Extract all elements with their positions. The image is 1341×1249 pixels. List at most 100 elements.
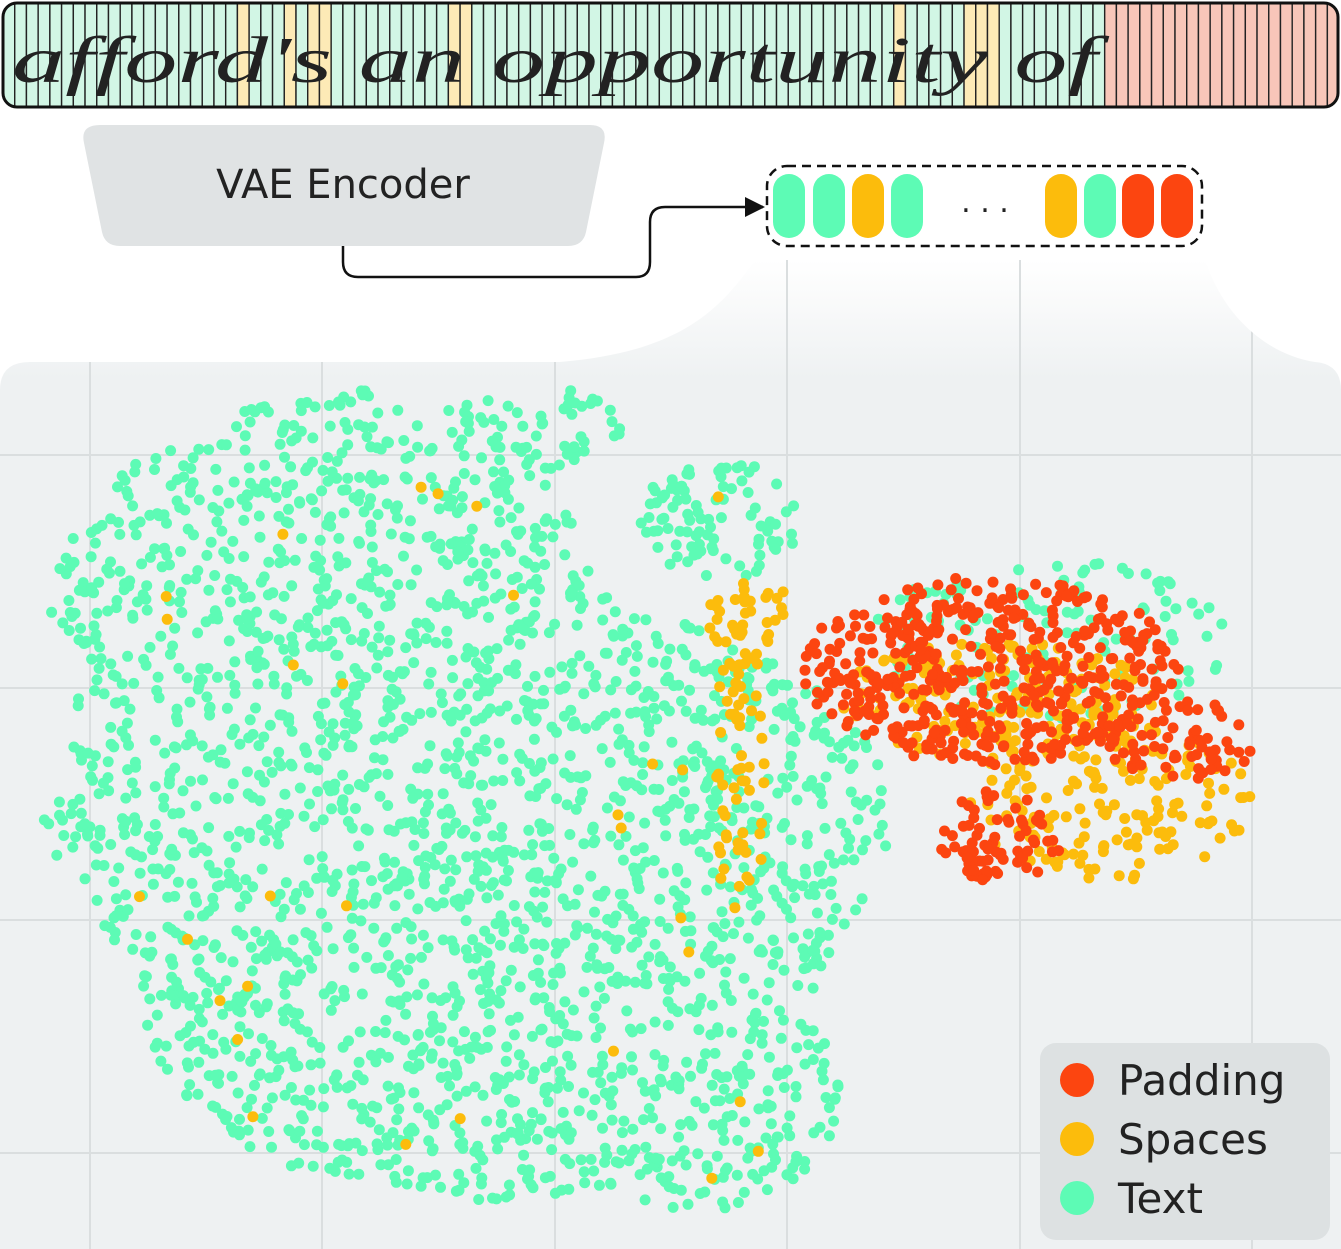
point [122, 904, 134, 916]
point [639, 1194, 651, 1206]
point [712, 491, 724, 503]
point [745, 884, 757, 895]
point [965, 640, 977, 652]
point [145, 931, 157, 943]
point [738, 578, 749, 590]
point [580, 723, 592, 734]
point [327, 718, 339, 730]
point [203, 822, 215, 834]
point [347, 886, 359, 898]
point [305, 1059, 317, 1071]
point [518, 624, 530, 635]
point [590, 1000, 602, 1012]
point [1219, 765, 1231, 777]
point [1051, 665, 1062, 677]
point [876, 819, 888, 831]
point [110, 697, 121, 709]
point [664, 558, 676, 570]
point [720, 966, 732, 978]
point [887, 723, 899, 735]
point [1129, 665, 1141, 677]
point [720, 1165, 731, 1176]
point [476, 452, 487, 464]
point [1094, 642, 1106, 654]
point [879, 621, 891, 633]
legend-label: Spaces [1118, 1115, 1268, 1164]
point [294, 1125, 306, 1137]
point [354, 537, 365, 549]
strip-cell [1221, 3, 1235, 107]
point [761, 632, 773, 644]
point [682, 1198, 694, 1210]
point [703, 513, 715, 525]
point [216, 525, 228, 537]
point [144, 993, 156, 1005]
point [374, 790, 386, 802]
point [661, 655, 673, 667]
point [1120, 826, 1132, 838]
point [1020, 770, 1032, 782]
point [754, 549, 766, 561]
point [650, 630, 662, 642]
point [772, 946, 784, 958]
point [813, 866, 825, 877]
point [193, 1003, 205, 1015]
point [430, 637, 442, 648]
point [439, 863, 451, 875]
point [227, 778, 239, 790]
point [203, 859, 215, 871]
point [380, 932, 392, 944]
point [561, 448, 573, 460]
point [683, 464, 695, 476]
point [724, 953, 736, 965]
point [844, 677, 856, 689]
point [408, 657, 420, 669]
point [1008, 612, 1020, 624]
point [720, 636, 732, 648]
point [215, 744, 227, 756]
point [675, 912, 687, 924]
point [902, 623, 914, 635]
point [940, 747, 952, 759]
point [799, 1163, 811, 1175]
point [181, 573, 193, 585]
point [894, 594, 906, 606]
point [605, 830, 617, 842]
point [202, 997, 214, 1009]
point [103, 567, 115, 579]
point [1203, 777, 1214, 789]
point [529, 886, 541, 898]
point [246, 1093, 257, 1105]
point [1015, 645, 1026, 657]
point [867, 647, 879, 659]
point [812, 686, 823, 698]
point [488, 414, 500, 425]
point [314, 534, 326, 546]
point [631, 650, 643, 662]
point [421, 1172, 433, 1184]
strip-cell [1115, 3, 1129, 107]
point [433, 844, 445, 855]
point [535, 545, 547, 557]
point [728, 782, 740, 794]
point [682, 508, 694, 520]
point [285, 461, 297, 473]
point [326, 981, 338, 992]
point [797, 880, 809, 892]
point [502, 664, 514, 676]
point [710, 600, 722, 612]
point [312, 710, 324, 722]
point [553, 868, 565, 880]
point [373, 1124, 385, 1136]
point [241, 609, 253, 621]
point [882, 673, 894, 685]
point [286, 725, 298, 737]
point [524, 470, 536, 482]
point [551, 938, 562, 949]
point [626, 941, 638, 953]
point [662, 1019, 674, 1031]
point [573, 580, 585, 591]
strip-cell [1197, 3, 1211, 107]
point [1067, 637, 1079, 649]
point [585, 1153, 597, 1165]
